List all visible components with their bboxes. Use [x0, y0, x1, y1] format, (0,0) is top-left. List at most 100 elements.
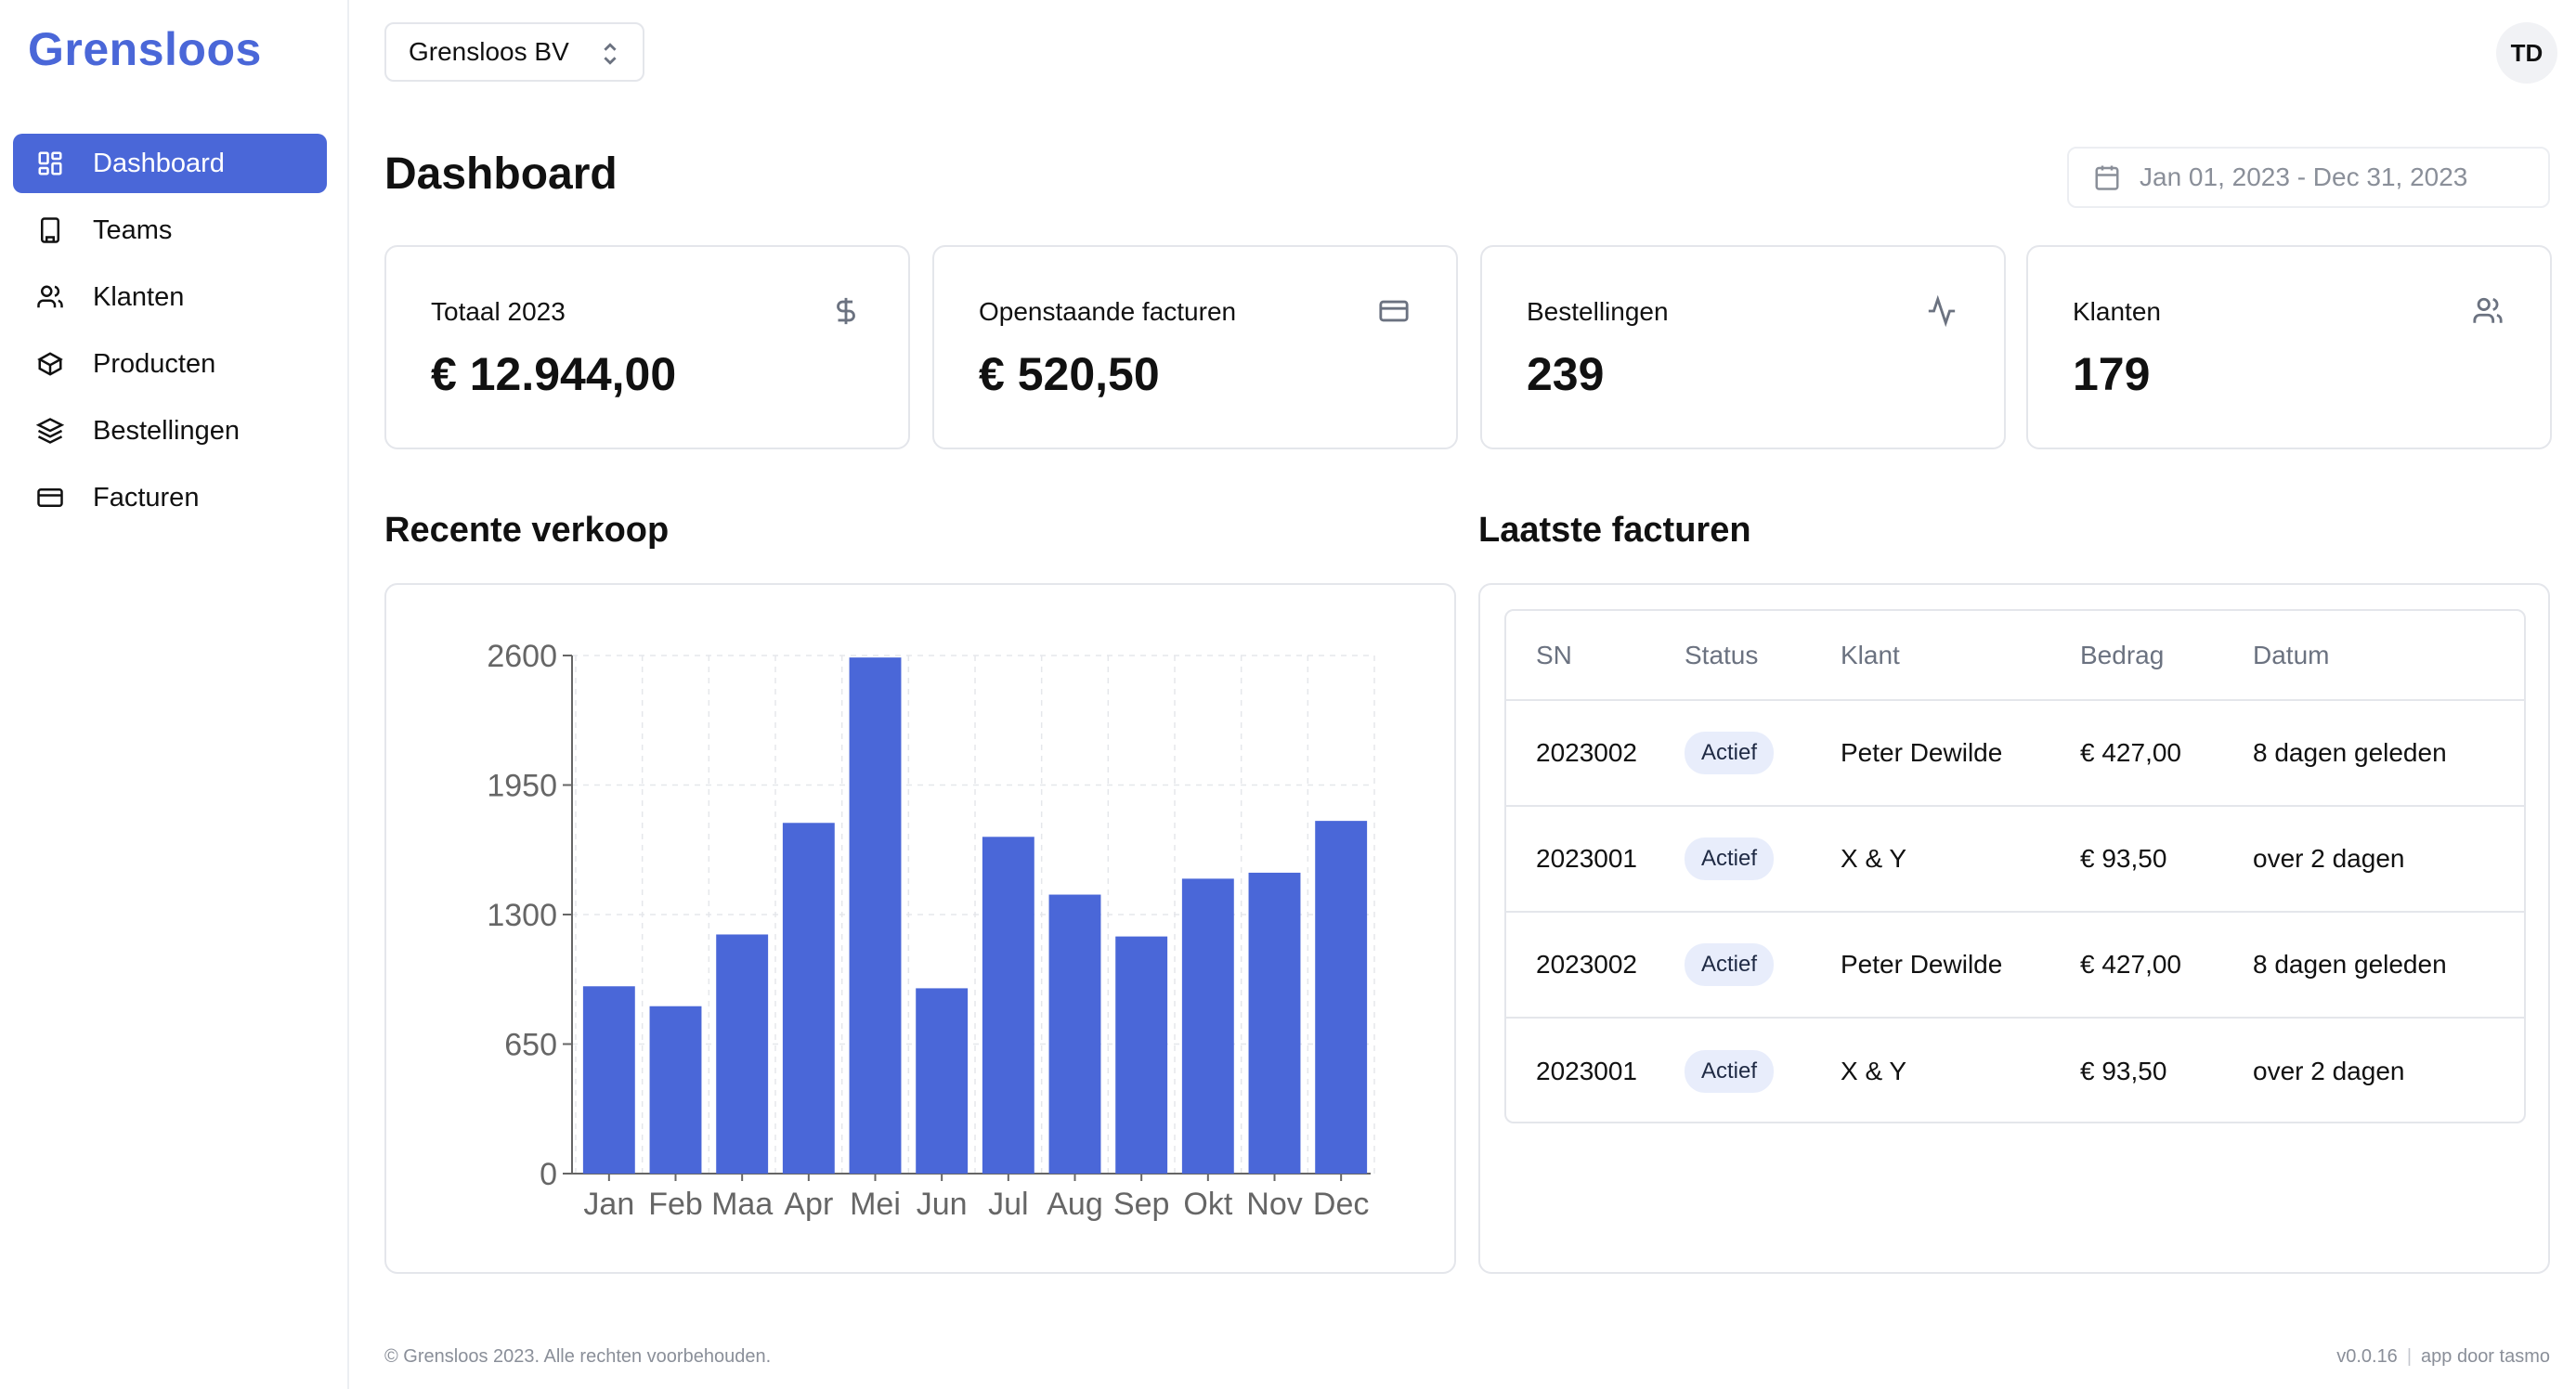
table-row[interactable]: 2023001 Actief X & Y € 93,50 over 2 dage… — [1506, 806, 2524, 913]
organization-select[interactable]: Grensloos BV — [384, 22, 644, 82]
cell-bedrag: € 93,50 — [2080, 806, 2253, 913]
stat-card-openstaande-facturen: Openstaande facturen € 520,50 — [932, 245, 1458, 449]
x-tick-label: Jun — [917, 1187, 968, 1222]
bar-jan — [582, 986, 635, 1174]
sidebar-item-producten[interactable]: Producten — [13, 334, 327, 394]
credit-card-icon — [35, 483, 65, 513]
bar-mei — [849, 657, 902, 1174]
cell-datum: over 2 dagen — [2253, 806, 2524, 913]
y-tick-label: 650 — [504, 1028, 557, 1063]
cell-datum: 8 dagen geleden — [2253, 700, 2524, 807]
x-tick-label: Jan — [583, 1187, 634, 1222]
sidebar-item-label: Bestellingen — [93, 415, 240, 446]
bar-okt — [1181, 878, 1234, 1174]
stat-label: Totaal 2023 — [431, 297, 566, 326]
sidebar-nav: Dashboard Teams Klanten Producten Bestel… — [13, 134, 327, 535]
chevron-up-down-icon — [604, 43, 617, 65]
stat-card-totaal: Totaal 2023 € 12.944,00 — [384, 245, 910, 449]
sidebar: Grensloos Dashboard Teams Klanten Produc… — [0, 0, 349, 1389]
stat-label: Bestellingen — [1527, 297, 1669, 326]
sidebar-item-label: Teams — [93, 214, 173, 245]
footer-copyright: © Grensloos 2023. Alle rechten voorbehou… — [384, 1346, 772, 1367]
stat-value: 239 — [1527, 348, 1605, 400]
sidebar-item-label: Producten — [93, 348, 216, 379]
layers-icon — [35, 416, 65, 446]
invoices-section-title: Laatste facturen — [1478, 511, 1751, 550]
y-tick-label: 0 — [540, 1157, 557, 1192]
table-header-row: SN Status Klant Bedrag Datum — [1506, 611, 2524, 701]
x-tick-label: Dec — [1313, 1187, 1369, 1222]
cell-sn: 2023001 — [1536, 1056, 1638, 1085]
column-header-klant[interactable]: Klant — [1841, 611, 2080, 701]
x-tick-label: Mei — [850, 1187, 901, 1222]
table-row[interactable]: 2023001 Actief X & Y € 93,50 over 2 dage… — [1506, 1018, 2524, 1122]
footer-separator: | — [2406, 1346, 2413, 1367]
cell-datum: over 2 dagen — [2253, 1056, 2405, 1085]
date-range-value: Jan 01, 2023 - Dec 31, 2023 — [2140, 162, 2468, 191]
stat-value: 179 — [2073, 348, 2151, 400]
cell-sn: 2023002 — [1506, 912, 1685, 1019]
table-row[interactable]: 2023002 Actief Peter Dewilde € 427,00 8 … — [1506, 700, 2524, 807]
brand-logo[interactable]: Grensloos — [28, 23, 262, 75]
sidebar-item-teams[interactable]: Teams — [13, 201, 327, 260]
column-header-datum[interactable]: Datum — [2253, 611, 2524, 701]
date-range-picker[interactable]: Jan 01, 2023 - Dec 31, 2023 — [2067, 147, 2550, 208]
table-row[interactable]: 2023002 Actief Peter Dewilde € 427,00 8 … — [1506, 912, 2524, 1019]
y-tick-label: 1950 — [487, 769, 557, 804]
stat-card-klanten: Klanten 179 — [2026, 245, 2552, 449]
stat-label: Openstaande facturen — [979, 297, 1237, 326]
invoices-panel: SN Status Klant Bedrag Datum 2023002 Act… — [1478, 583, 2550, 1274]
stat-card-bestellingen: Bestellingen 239 — [1480, 245, 2006, 449]
status-badge: Actief — [1685, 732, 1775, 774]
sales-chart-panel: 0 650 1300 1950 2600 Jan Feb Maa Apr Mei Jun Jul Aug… — [384, 583, 1456, 1274]
column-header-sn[interactable]: SN — [1506, 611, 1685, 701]
organization-name: Grensloos BV — [409, 37, 569, 66]
bar-maa — [716, 934, 769, 1174]
bar-dec — [1315, 821, 1368, 1174]
footer-credit[interactable]: app door tasmo — [2421, 1346, 2550, 1367]
app-version: v0.0.16 — [2336, 1346, 2398, 1367]
sidebar-item-klanten[interactable]: Klanten — [13, 267, 327, 327]
x-tick-label: Nov — [1246, 1187, 1302, 1222]
bar-apr — [782, 823, 835, 1174]
credit-card-icon — [1378, 295, 1410, 327]
x-tick-label: Okt — [1183, 1187, 1232, 1222]
cell-bedrag: € 427,00 — [2080, 700, 2253, 807]
calendar-icon — [2095, 165, 2119, 190]
y-tick-label: 2600 — [487, 639, 557, 674]
stat-value: € 520,50 — [979, 348, 1160, 400]
x-tick-label: Sep — [1113, 1187, 1170, 1222]
y-tick-label: 1300 — [487, 898, 557, 933]
x-tick-label: Jul — [988, 1187, 1028, 1222]
sidebar-item-label: Facturen — [93, 482, 200, 513]
sidebar-item-bestellingen[interactable]: Bestellingen — [13, 401, 327, 461]
cell-sn: 2023002 — [1506, 700, 1685, 807]
sidebar-item-dashboard[interactable]: Dashboard — [13, 134, 327, 193]
cell-bedrag: € 93,50 — [2080, 1056, 2167, 1085]
cell-klant: X & Y — [1841, 806, 2080, 913]
bar-jun — [916, 988, 969, 1174]
cell-datum: 8 dagen geleden — [2253, 912, 2524, 1019]
sidebar-item-label: Klanten — [93, 281, 185, 312]
cell-klant: Peter Dewilde — [1841, 912, 2080, 1019]
cell-klant: X & Y — [1841, 1056, 1907, 1085]
status-badge: Actief — [1685, 1049, 1775, 1093]
building-icon — [35, 215, 65, 245]
avatar[interactable]: TD — [2496, 22, 2557, 84]
box-icon — [35, 349, 65, 379]
x-tick-label: Feb — [648, 1187, 703, 1222]
sidebar-item-facturen[interactable]: Facturen — [13, 468, 327, 527]
cell-bedrag: € 427,00 — [2080, 912, 2253, 1019]
sidebar-item-label: Dashboard — [93, 148, 225, 178]
dashboard-icon — [35, 149, 65, 178]
column-header-bedrag[interactable]: Bedrag — [2080, 611, 2253, 701]
sales-section-title: Recente verkoop — [384, 511, 670, 550]
x-tick-label: Aug — [1047, 1187, 1103, 1222]
stat-label: Klanten — [2073, 297, 2161, 326]
stat-value: € 12.944,00 — [431, 348, 677, 400]
column-header-status[interactable]: Status — [1685, 611, 1841, 701]
dollar-icon — [830, 295, 862, 327]
bar-feb — [649, 1006, 702, 1174]
users-icon — [35, 282, 65, 312]
cell-klant: Peter Dewilde — [1841, 700, 2080, 807]
